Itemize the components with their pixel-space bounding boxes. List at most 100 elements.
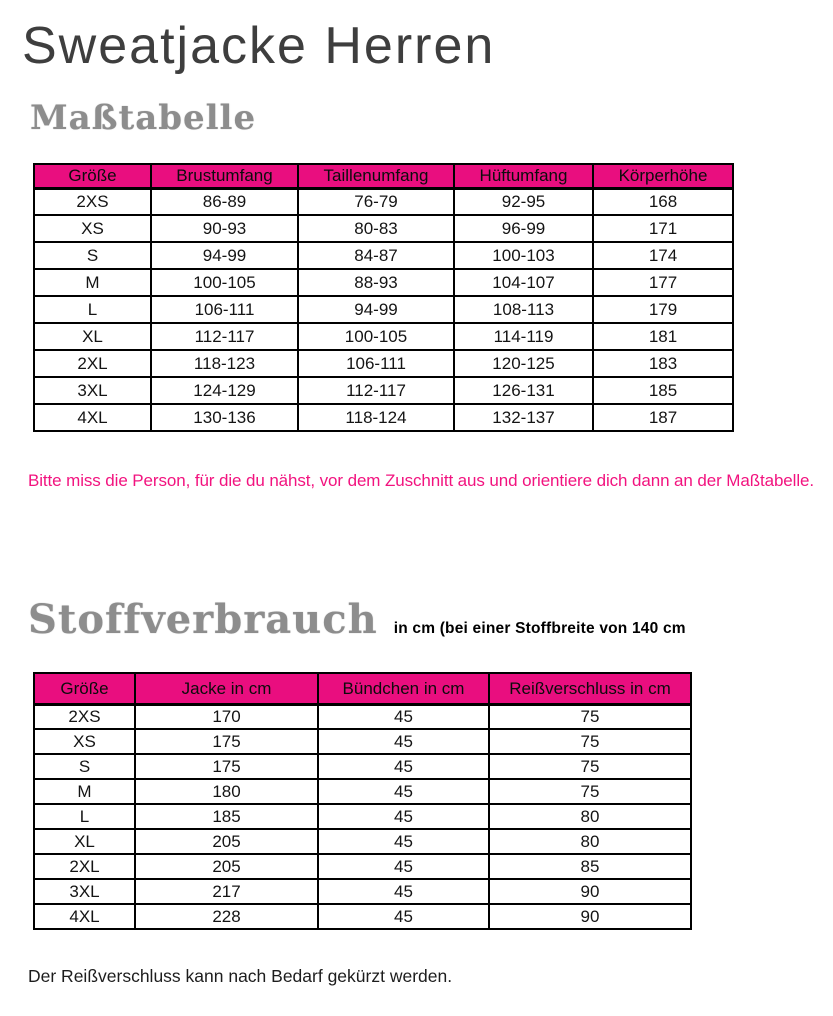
table-row: M 100-105 88-93 104-107 177	[33, 268, 734, 297]
value-cell: 114-119	[453, 322, 594, 351]
value-cell: 45	[317, 803, 490, 830]
table-row: L 106-111 94-99 108-113 179	[33, 295, 734, 324]
value-cell: 130-136	[150, 403, 299, 432]
value-cell: 118-123	[150, 349, 299, 378]
value-cell: 108-113	[453, 295, 594, 324]
value-cell: 180	[134, 778, 319, 805]
table-row: 3XL 124-129 112-117 126-131 185	[33, 376, 734, 405]
header-row: Größe Jacke in cm Bündchen in cm Reißversch…	[33, 672, 692, 706]
table-row: XL 112-117 100-105 114-119 181	[33, 322, 734, 351]
size-cell: XL	[33, 322, 152, 351]
value-cell: 90	[488, 903, 692, 930]
value-cell: 132-137	[453, 403, 594, 432]
column-header: Brustumfang	[150, 163, 299, 190]
size-cell: S	[33, 241, 152, 270]
value-cell: 85	[488, 853, 692, 880]
size-table-heading: Maßtabelle	[30, 98, 257, 138]
table-row: XS 90-93 80-83 96-99 171	[33, 214, 734, 243]
table-row: 2XL 205 45 85	[33, 853, 692, 880]
size-table: Größe Brustumfang Taillenumfang Hüftumfang K…	[33, 163, 734, 432]
size-cell: 3XL	[33, 376, 152, 405]
value-cell: 76-79	[297, 187, 455, 216]
value-cell: 75	[488, 778, 692, 805]
table-row: S 175 45 75	[33, 753, 692, 780]
value-cell: 168	[592, 187, 734, 216]
value-cell: 96-99	[453, 214, 594, 243]
column-header: Taillenumfang	[297, 163, 455, 190]
value-cell: 187	[592, 403, 734, 432]
zipper-note: Der Reißverschluss kann nach Bedarf gekü…	[28, 966, 453, 986]
table-row: 2XL 118-123 106-111 120-125 183	[33, 349, 734, 378]
value-cell: 120-125	[453, 349, 594, 378]
value-cell: 118-124	[297, 403, 455, 432]
fabric-table: Größe Jacke in cm Bündchen in cm Reißversch…	[33, 672, 692, 930]
size-cell: S	[33, 753, 136, 780]
value-cell: 45	[317, 903, 490, 930]
value-cell: 94-99	[297, 295, 455, 324]
size-cell: M	[33, 268, 152, 297]
size-cell: 3XL	[33, 878, 136, 905]
value-cell: 94-99	[150, 241, 299, 270]
value-cell: 170	[134, 703, 319, 730]
size-cell: 2XS	[33, 187, 152, 216]
value-cell: 106-111	[297, 349, 455, 378]
value-cell: 80	[488, 803, 692, 830]
measurement-note: Bitte miss die Person, für die du nähst,…	[28, 471, 814, 490]
value-cell: 106-111	[150, 295, 299, 324]
value-cell: 100-105	[150, 268, 299, 297]
value-cell: 45	[317, 728, 490, 755]
value-cell: 174	[592, 241, 734, 270]
size-cell: M	[33, 778, 136, 805]
value-cell: 205	[134, 853, 319, 880]
page-title: Sweatjacke Herren	[22, 17, 496, 75]
value-cell: 185	[592, 376, 734, 405]
fabric-table-heading: Stoffverbrauch	[28, 596, 378, 643]
value-cell: 84-87	[297, 241, 455, 270]
value-cell: 45	[317, 828, 490, 855]
value-cell: 217	[134, 878, 319, 905]
value-cell: 45	[317, 753, 490, 780]
size-cell: XS	[33, 728, 136, 755]
size-cell: 4XL	[33, 903, 136, 930]
value-cell: 80-83	[297, 214, 455, 243]
table-row: XL 205 45 80	[33, 828, 692, 855]
value-cell: 171	[592, 214, 734, 243]
fabric-section-header: Stoffverbrauch in cm (bei einer Stoffbre…	[28, 596, 686, 643]
table-row: 2XS 170 45 75	[33, 703, 692, 730]
value-cell: 100-105	[297, 322, 455, 351]
size-cell: 2XL	[33, 853, 136, 880]
value-cell: 45	[317, 703, 490, 730]
value-cell: 185	[134, 803, 319, 830]
value-cell: 90	[488, 878, 692, 905]
table-row: 3XL 217 45 90	[33, 878, 692, 905]
value-cell: 228	[134, 903, 319, 930]
value-cell: 112-117	[297, 376, 455, 405]
column-header: Größe	[33, 163, 152, 190]
size-cell: XL	[33, 828, 136, 855]
value-cell: 75	[488, 728, 692, 755]
size-cell: 4XL	[33, 403, 152, 432]
value-cell: 75	[488, 753, 692, 780]
value-cell: 124-129	[150, 376, 299, 405]
value-cell: 112-117	[150, 322, 299, 351]
size-cell: L	[33, 803, 136, 830]
value-cell: 179	[592, 295, 734, 324]
table-row: M 180 45 75	[33, 778, 692, 805]
column-header: Körperhöhe	[592, 163, 734, 190]
value-cell: 75	[488, 703, 692, 730]
value-cell: 126-131	[453, 376, 594, 405]
value-cell: 181	[592, 322, 734, 351]
table-row: 4XL 130-136 118-124 132-137 187	[33, 403, 734, 432]
value-cell: 80	[488, 828, 692, 855]
table-row: XS 175 45 75	[33, 728, 692, 755]
table-row: 2XS 86-89 76-79 92-95 168	[33, 187, 734, 216]
value-cell: 86-89	[150, 187, 299, 216]
value-cell: 45	[317, 778, 490, 805]
value-cell: 175	[134, 728, 319, 755]
size-cell: 2XL	[33, 349, 152, 378]
value-cell: 205	[134, 828, 319, 855]
table-row: L 185 45 80	[33, 803, 692, 830]
value-cell: 104-107	[453, 268, 594, 297]
value-cell: 177	[592, 268, 734, 297]
value-cell: 92-95	[453, 187, 594, 216]
